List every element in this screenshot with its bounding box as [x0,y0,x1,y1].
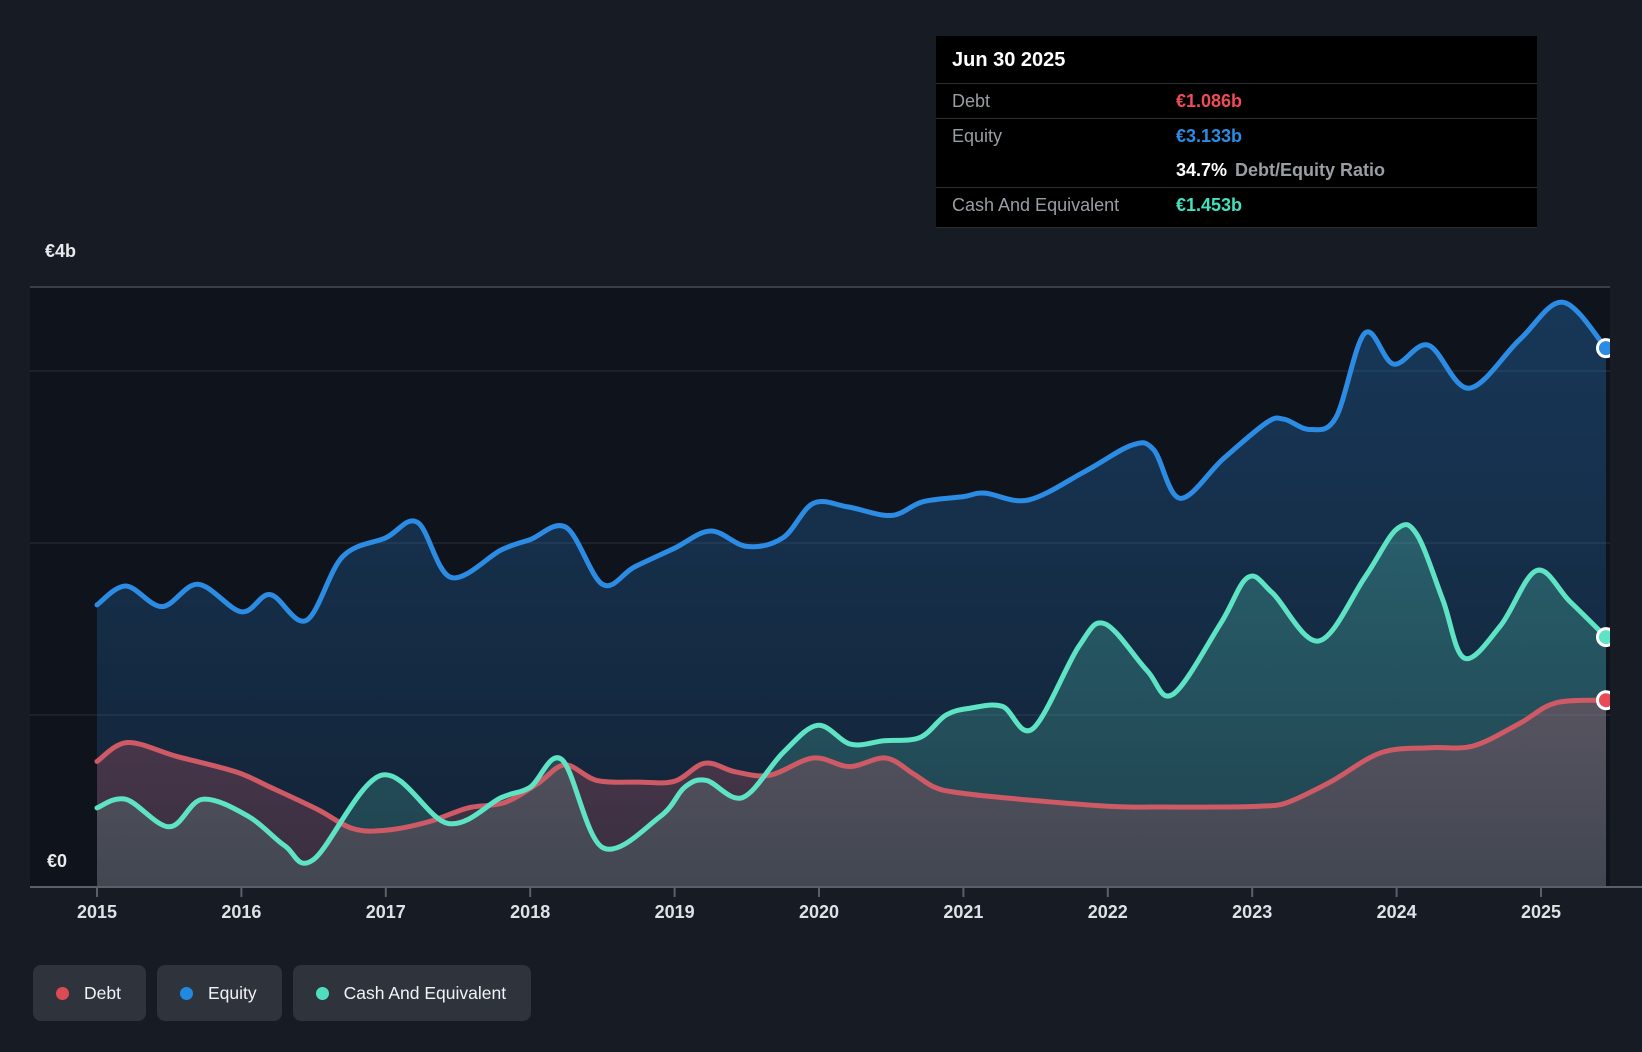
legend-cash-label: Cash And Equivalent [343,982,507,1003]
equity-end-marker [1595,338,1610,359]
tooltip-ratio-value: 34.7% [1176,159,1228,180]
x-axis-year-label: 2018 [510,902,550,922]
cash-end-marker [1595,627,1610,648]
x-axis-year-label: 2019 [655,902,695,922]
y-axis-max-label: €4b [45,241,76,261]
legend-debt-label: Debt [84,982,121,1003]
legend-item-cash[interactable]: Cash And Equivalent [292,965,532,1021]
y-axis-min-label: €0 [47,851,67,871]
debt-line [94,697,1609,834]
tooltip-debt-value: €1.086b [1176,90,1243,111]
tooltip-debt-label: Debt [952,90,991,111]
debt-area [97,700,1606,887]
debt-color-dot-icon [56,986,69,1000]
x-axis-year-label: 2016 [221,902,261,922]
equity-line [94,299,1609,624]
cash-area [97,524,1606,887]
x-axis-year-label: 2025 [1521,902,1561,922]
tooltip-ratio-row: 34.7% Debt/Equity Ratio [936,153,1537,187]
tooltip-debt-row: Debt €1.086b [936,83,1537,118]
x-axis-year-label: 2022 [1088,902,1128,922]
cash-line [94,522,1609,866]
tooltip-ratio-label: Debt/Equity Ratio [1235,159,1386,180]
x-axis-year-label: 2015 [77,902,117,922]
tooltip-date: Jun 30 2025 [952,49,1066,71]
tooltip-cash-row: Cash And Equivalent €1.453b [936,187,1537,222]
debt-end-marker [1595,690,1610,711]
x-axis-year-label: 2024 [1377,902,1417,922]
x-axis-year-label: 2020 [799,902,839,922]
equity-color-dot-icon [179,986,193,1000]
tooltip-equity-row: Equity €3.133b [936,118,1537,153]
legend-item-debt[interactable]: Debt [33,965,146,1021]
chart-legend: Debt Equity Cash And Equivalent [33,965,532,1021]
tooltip-equity-label: Equity [952,125,1003,146]
x-axis-year-label: 2017 [366,902,406,922]
legend-item-equity[interactable]: Equity [156,965,282,1021]
chart-tooltip: Jun 30 2025 Debt €1.086b Equity €3.133b … [936,36,1537,228]
cash-color-dot-icon [315,986,329,1000]
tooltip-equity-value: €3.133b [1176,125,1243,146]
tooltip-cash-label: Cash And Equivalent [952,194,1120,215]
end-markers [1595,338,1610,711]
legend-equity-label: Equity [207,982,257,1003]
tooltip-cash-value: €1.453b [1176,194,1243,215]
x-axis-year-label: 2023 [1232,902,1272,922]
x-axis-year-label: 2021 [943,902,983,922]
